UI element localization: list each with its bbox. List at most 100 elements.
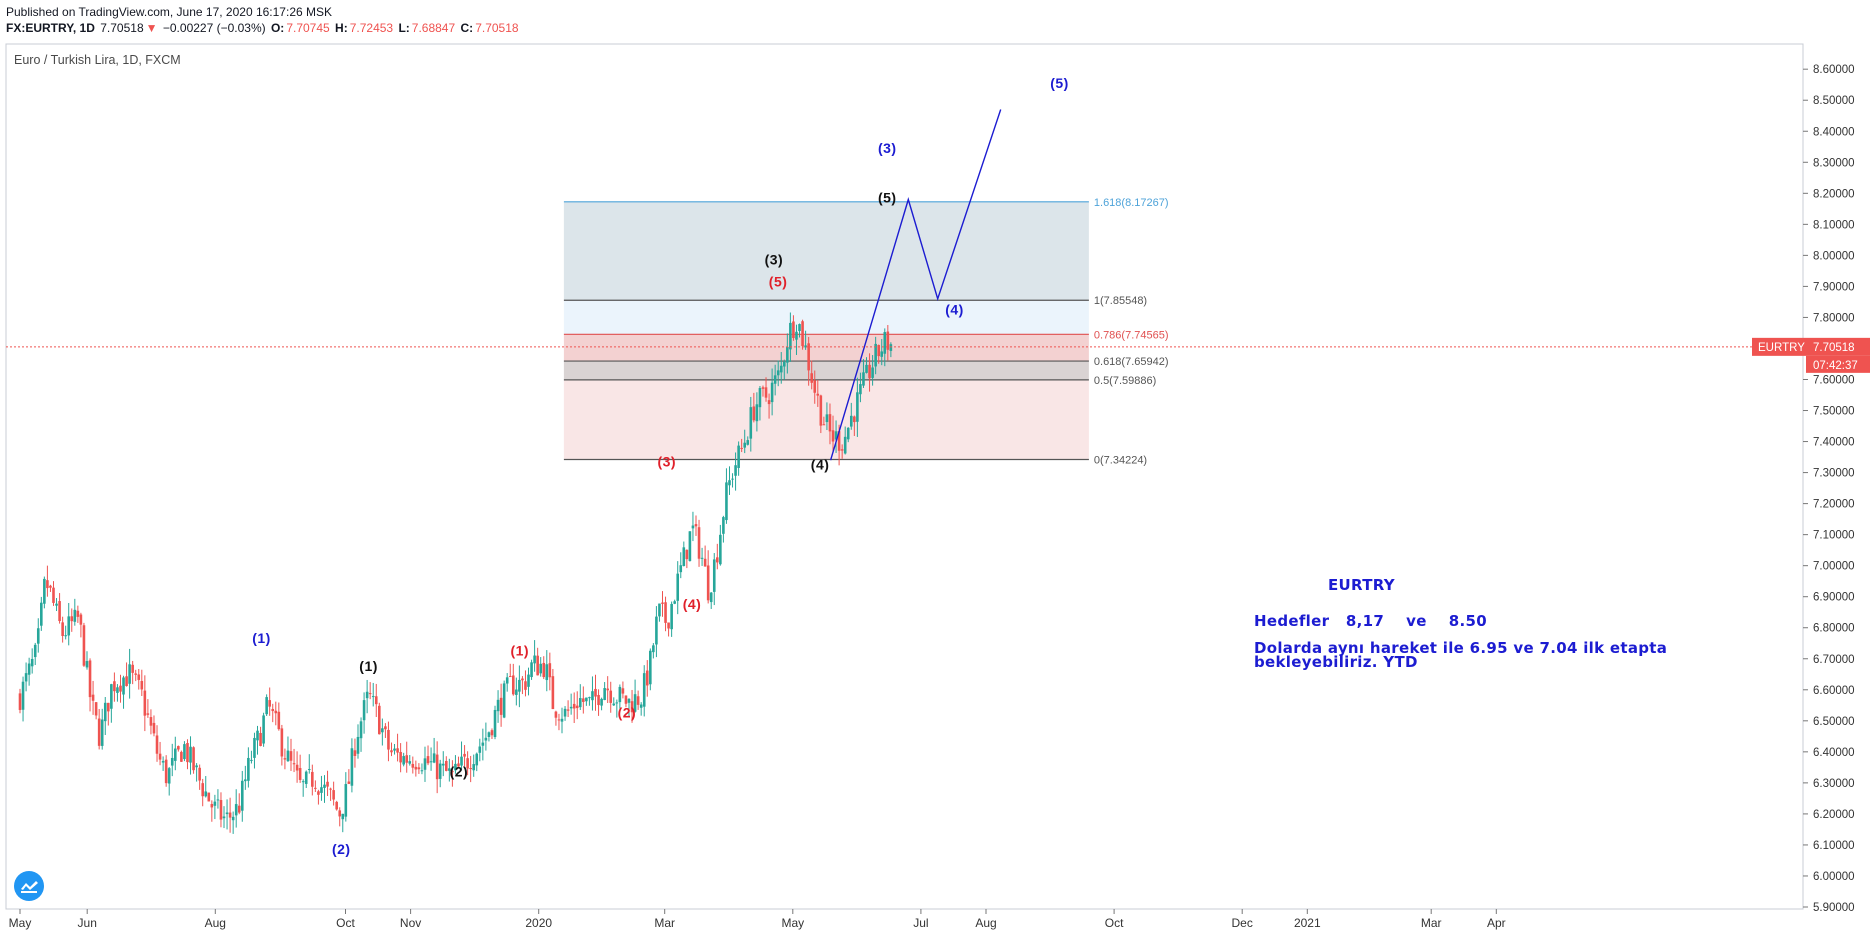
fib-retracement[interactable]: 1.618(8.17267) 1(7.85548) 0.786(7.74565) 0.… bbox=[563, 197, 1169, 467]
candle-body bbox=[731, 478, 734, 480]
candle-body bbox=[323, 784, 326, 788]
candle-body bbox=[128, 664, 131, 684]
candle-body bbox=[542, 662, 546, 678]
fib-level-label: 0(7.34224) bbox=[1094, 454, 1147, 466]
fib-zone bbox=[563, 201, 1089, 301]
symbol-label: FX:EURTRY, 1D bbox=[6, 21, 95, 35]
candle-body bbox=[621, 688, 625, 694]
candle-body bbox=[116, 687, 119, 693]
candle-body bbox=[18, 693, 22, 710]
candle-body bbox=[110, 684, 113, 709]
wave-label: (3) bbox=[765, 252, 784, 268]
candle-body bbox=[265, 697, 268, 715]
candle-body bbox=[292, 763, 296, 765]
candle-body bbox=[146, 713, 150, 715]
candle-body bbox=[204, 791, 208, 797]
y-tick-label: 6.80000 bbox=[1813, 623, 1855, 635]
candle-body bbox=[639, 704, 643, 708]
candle-body bbox=[103, 702, 107, 722]
candle-body bbox=[752, 406, 756, 421]
candle-body bbox=[816, 393, 820, 396]
symbol-tag-bg bbox=[1752, 337, 1806, 356]
candle-body bbox=[764, 387, 768, 398]
candle-body bbox=[49, 585, 52, 588]
fib-level-label: 0.618(7.65942) bbox=[1094, 356, 1169, 368]
symbol-tag: EURTRY bbox=[1758, 342, 1805, 354]
x-tick-label: Mar bbox=[654, 916, 675, 930]
candle-body bbox=[618, 686, 622, 703]
candle-body bbox=[64, 635, 67, 637]
candle-body bbox=[216, 799, 220, 801]
candle-body bbox=[716, 557, 719, 563]
candle-body bbox=[61, 622, 64, 636]
y-tick-label: 8.00000 bbox=[1813, 250, 1855, 262]
candle-body bbox=[231, 816, 235, 821]
countdown-tag-bg bbox=[1806, 355, 1870, 373]
wave-label: (3) bbox=[878, 140, 897, 156]
candle-body bbox=[460, 756, 463, 766]
candle-body bbox=[408, 761, 412, 764]
candle-body bbox=[94, 702, 98, 716]
wave-label: (4) bbox=[945, 301, 964, 317]
candle-body bbox=[804, 345, 807, 348]
candle-body bbox=[843, 436, 847, 454]
candle-body bbox=[490, 730, 494, 736]
candle-body bbox=[371, 696, 375, 698]
candle-body bbox=[862, 372, 865, 386]
x-tick-label: Aug bbox=[205, 916, 226, 930]
candle-body bbox=[88, 660, 92, 698]
candle-body bbox=[201, 783, 204, 797]
candle-body bbox=[588, 697, 591, 699]
candle-body bbox=[177, 746, 180, 750]
x-tick-label: Aug bbox=[975, 916, 996, 930]
down-arrow-icon: ▼ bbox=[145, 21, 158, 35]
candle-body bbox=[779, 365, 783, 373]
candle-body bbox=[143, 690, 147, 716]
candle-body bbox=[295, 764, 299, 771]
candle-body bbox=[405, 755, 409, 763]
candle-body bbox=[743, 442, 747, 448]
wave-label: (2) bbox=[450, 764, 469, 780]
candle-body bbox=[192, 747, 195, 771]
y-tick-label: 6.40000 bbox=[1813, 747, 1855, 759]
candle-body bbox=[493, 709, 497, 738]
candle-body bbox=[170, 757, 174, 766]
fib-zone bbox=[563, 300, 1089, 335]
candle-body bbox=[344, 784, 348, 817]
candle-body bbox=[740, 447, 743, 449]
candle-body bbox=[822, 424, 826, 426]
price-axis[interactable]: 5.90000 6.00000 6.10000 6.20000 6.30000 6.400… bbox=[1802, 44, 1855, 914]
candle-body bbox=[676, 573, 680, 601]
y-tick-label: 7.30000 bbox=[1813, 468, 1855, 480]
wave-label: (1) bbox=[510, 643, 529, 659]
candle-body bbox=[670, 603, 673, 630]
candle-body bbox=[600, 698, 603, 706]
candle-body bbox=[527, 674, 530, 687]
price-tag-bg bbox=[1806, 337, 1870, 356]
candle-body bbox=[758, 388, 762, 408]
fib-level-label: 1.618(8.17267) bbox=[1094, 197, 1169, 209]
candle-body bbox=[795, 331, 798, 340]
candle-body bbox=[533, 655, 536, 664]
candle-body bbox=[426, 756, 430, 764]
candle-body bbox=[234, 804, 238, 816]
y-tick-label: 7.80000 bbox=[1813, 312, 1855, 324]
tradingview-logo-icon[interactable] bbox=[14, 871, 44, 901]
candle-body bbox=[801, 321, 804, 347]
candle-body bbox=[782, 361, 786, 367]
candle-body bbox=[484, 737, 488, 741]
candle-body bbox=[338, 810, 342, 817]
candle-body bbox=[469, 768, 472, 770]
y-tick-label: 8.50000 bbox=[1813, 95, 1855, 107]
ohlc-line: FX:EURTRY, 1D 7.70518 ▼ −0.00227 (−0.03%)… bbox=[6, 20, 521, 36]
candle-body bbox=[448, 768, 451, 771]
candle-body bbox=[73, 609, 77, 622]
candle-body bbox=[889, 344, 893, 351]
time-axis[interactable]: May Jun Aug Oct Nov 2020 Mar May Jul Aug Oct Dec 202… bbox=[9, 909, 1506, 930]
candle-body bbox=[271, 708, 275, 712]
candle-body bbox=[706, 565, 710, 601]
price-tag: EURTRY 7.70518 07:42:37 bbox=[1752, 337, 1870, 373]
candle-body bbox=[642, 673, 646, 707]
candle-body bbox=[652, 645, 655, 653]
